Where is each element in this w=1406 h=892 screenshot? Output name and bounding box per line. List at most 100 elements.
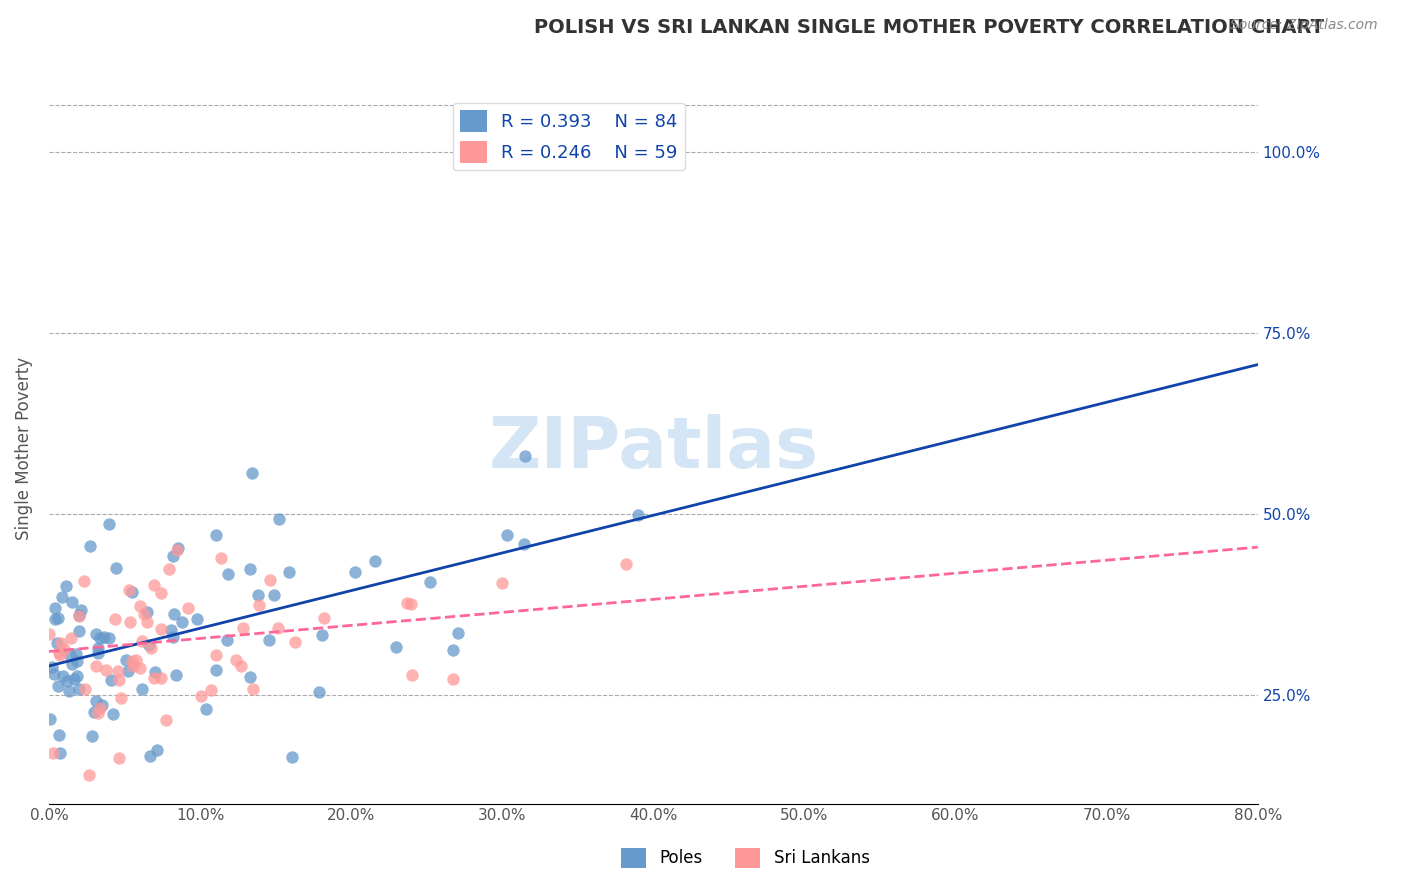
Legend: R = 0.393    N = 84, R = 0.246    N = 59: R = 0.393 N = 84, R = 0.246 N = 59 bbox=[453, 103, 685, 170]
Text: Source: ZipAtlas.com: Source: ZipAtlas.com bbox=[1230, 18, 1378, 32]
Point bbox=[60, 657, 83, 672]
Legend: Poles, Sri Lankans: Poles, Sri Lankans bbox=[614, 841, 876, 875]
Point bbox=[118, 615, 141, 629]
Point bbox=[491, 575, 513, 590]
Point bbox=[163, 607, 186, 621]
Point bbox=[48, 646, 70, 660]
Point bbox=[121, 654, 143, 668]
Point bbox=[166, 543, 188, 558]
Point bbox=[104, 561, 127, 575]
Point bbox=[104, 612, 127, 626]
Point bbox=[131, 633, 153, 648]
Point bbox=[42, 746, 65, 760]
Point bbox=[77, 768, 100, 782]
Point bbox=[209, 550, 232, 565]
Point bbox=[80, 730, 103, 744]
Point bbox=[63, 672, 86, 686]
Point bbox=[240, 466, 263, 480]
Point bbox=[239, 562, 262, 576]
Point bbox=[52, 641, 75, 656]
Point bbox=[239, 670, 262, 684]
Point bbox=[215, 633, 238, 648]
Point bbox=[59, 648, 82, 662]
Point bbox=[145, 743, 167, 757]
Point bbox=[447, 626, 470, 640]
Point bbox=[142, 672, 165, 686]
Point bbox=[441, 643, 464, 657]
Point bbox=[44, 611, 66, 625]
Point bbox=[100, 673, 122, 687]
Point bbox=[131, 682, 153, 697]
Point bbox=[41, 660, 63, 674]
Point bbox=[496, 527, 519, 541]
Point bbox=[49, 648, 72, 663]
Point bbox=[614, 557, 637, 571]
Text: ZIPatlas: ZIPatlas bbox=[488, 414, 818, 483]
Point bbox=[66, 654, 89, 668]
Point bbox=[67, 682, 90, 697]
Point bbox=[91, 698, 114, 713]
Point bbox=[125, 653, 148, 667]
Point bbox=[44, 601, 66, 615]
Point bbox=[122, 659, 145, 673]
Point bbox=[55, 674, 77, 689]
Y-axis label: Single Mother Poverty: Single Mother Poverty bbox=[15, 357, 32, 541]
Point bbox=[200, 682, 222, 697]
Point bbox=[101, 707, 124, 722]
Point bbox=[162, 549, 184, 564]
Point bbox=[55, 579, 77, 593]
Point bbox=[108, 673, 131, 688]
Point bbox=[49, 635, 72, 649]
Point bbox=[401, 667, 423, 681]
Point bbox=[157, 562, 180, 576]
Point bbox=[205, 663, 228, 677]
Point bbox=[160, 623, 183, 637]
Point bbox=[401, 597, 423, 611]
Point bbox=[98, 516, 121, 531]
Point bbox=[46, 611, 69, 625]
Point bbox=[149, 622, 172, 636]
Point bbox=[42, 667, 65, 681]
Point bbox=[118, 583, 141, 598]
Point bbox=[395, 596, 418, 610]
Point bbox=[225, 653, 247, 667]
Point bbox=[284, 635, 307, 649]
Point bbox=[441, 672, 464, 686]
Point bbox=[259, 633, 281, 648]
Point bbox=[344, 565, 367, 579]
Point bbox=[259, 573, 281, 587]
Point bbox=[87, 641, 110, 656]
Point bbox=[247, 588, 270, 602]
Point bbox=[51, 590, 73, 604]
Point bbox=[84, 694, 107, 708]
Point bbox=[38, 626, 60, 640]
Point bbox=[115, 652, 138, 666]
Point bbox=[83, 705, 105, 719]
Point bbox=[217, 567, 239, 582]
Point bbox=[75, 681, 97, 696]
Point bbox=[364, 554, 387, 568]
Point bbox=[170, 615, 193, 629]
Point bbox=[138, 639, 160, 653]
Point bbox=[93, 630, 115, 644]
Point bbox=[65, 669, 87, 683]
Point bbox=[108, 751, 131, 765]
Point bbox=[84, 626, 107, 640]
Point bbox=[67, 624, 90, 638]
Point bbox=[38, 712, 60, 726]
Point bbox=[87, 706, 110, 720]
Point bbox=[134, 607, 156, 621]
Point bbox=[150, 672, 173, 686]
Point bbox=[89, 632, 111, 646]
Point bbox=[136, 605, 159, 619]
Point bbox=[165, 668, 187, 682]
Point bbox=[143, 577, 166, 591]
Point bbox=[94, 664, 117, 678]
Point bbox=[176, 600, 198, 615]
Point bbox=[65, 647, 87, 661]
Point bbox=[242, 682, 264, 697]
Point bbox=[229, 659, 252, 673]
Point bbox=[84, 659, 107, 673]
Point bbox=[194, 702, 217, 716]
Point bbox=[60, 595, 83, 609]
